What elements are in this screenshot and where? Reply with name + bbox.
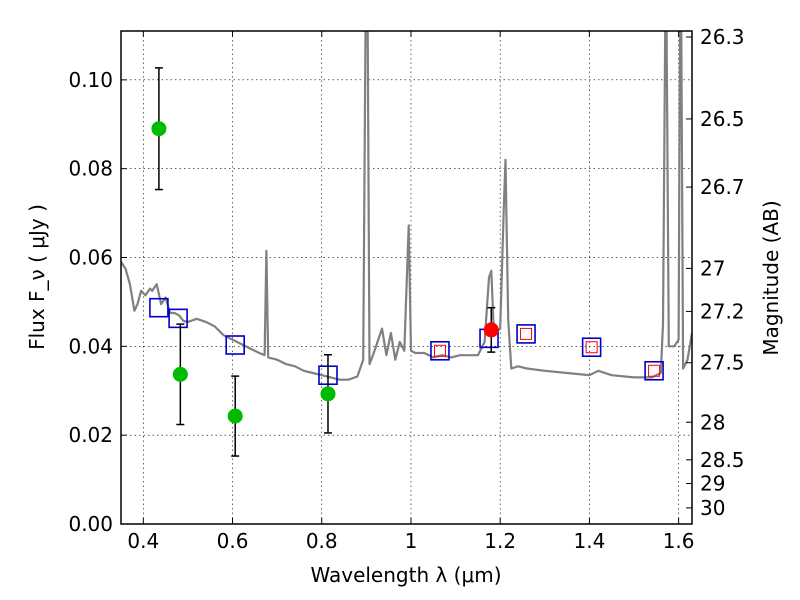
spectrum-line	[121, 31, 692, 381]
model-square-marker	[644, 360, 664, 381]
y-axis-ticks: 0.00 0.02 0.04 0.06 0.08 0.10	[68, 68, 127, 536]
data-point-marker	[483, 322, 499, 338]
y-tick-label: 0.08	[68, 157, 113, 181]
x-tick-label: 0.8	[306, 529, 338, 553]
plot-frame	[120, 30, 693, 525]
magnitude-tick-label: 28	[700, 410, 725, 434]
data-point-marker	[227, 408, 243, 424]
magnitude-tick-label: 27.2	[700, 299, 745, 323]
data-point-marker	[151, 121, 167, 137]
model-square-marker	[516, 324, 536, 344]
y-tick-label: 0.06	[68, 246, 113, 270]
magnitude-tick-label: 26.3	[700, 25, 745, 49]
y-tick-label: 0.02	[68, 423, 113, 447]
model-spectrum	[121, 31, 692, 381]
data-point-marker	[172, 366, 188, 382]
x-tick-label: 1.6	[663, 529, 695, 553]
x-tick-label: 1	[405, 529, 418, 553]
model-inner-square-marker	[585, 341, 598, 354]
model-square-marker	[430, 340, 450, 361]
y-tick-label: 0.04	[68, 334, 113, 358]
model-inner-square-marker	[648, 364, 661, 377]
observed-photometry	[151, 121, 499, 424]
x-axis-ticks: 0.4 0.6 0.8 1 1.2 1.4 1.6	[127, 31, 695, 553]
x-axis-label: Wavelength λ (μm)	[310, 563, 501, 587]
data-point-marker	[320, 386, 336, 402]
model-square-marker	[168, 308, 188, 329]
magnitude-tick-label: 28.5	[700, 448, 745, 472]
model-square-marker	[581, 337, 602, 358]
x-tick-label: 1.4	[573, 529, 605, 553]
magnitude-tick-label: 26.5	[700, 107, 745, 131]
magnitude-tick-label: 27	[700, 256, 725, 280]
magnitude-tick-label: 27.5	[700, 351, 745, 375]
x-tick-label: 1.2	[484, 529, 516, 553]
x-tick-label: 0.6	[217, 529, 249, 553]
magnitude-tick-label: 26.7	[700, 175, 745, 199]
model-photometry	[149, 297, 664, 386]
magnitude-tick-label: 30	[700, 496, 725, 520]
model-inner-square-marker	[520, 327, 533, 340]
model-square-marker	[225, 335, 245, 355]
magnitude-tick-label: 29	[700, 471, 725, 495]
y-tick-label: 0.00	[68, 512, 113, 536]
x-tick-label: 0.4	[127, 529, 159, 553]
y-tick-label: 0.10	[68, 68, 113, 92]
model-square-marker	[149, 297, 169, 318]
model-inner-square-marker	[433, 344, 446, 357]
y-axis-label: Flux F_ν ( μJy )	[25, 204, 49, 350]
magnitude-axis-label: Magnitude (AB)	[759, 200, 783, 355]
